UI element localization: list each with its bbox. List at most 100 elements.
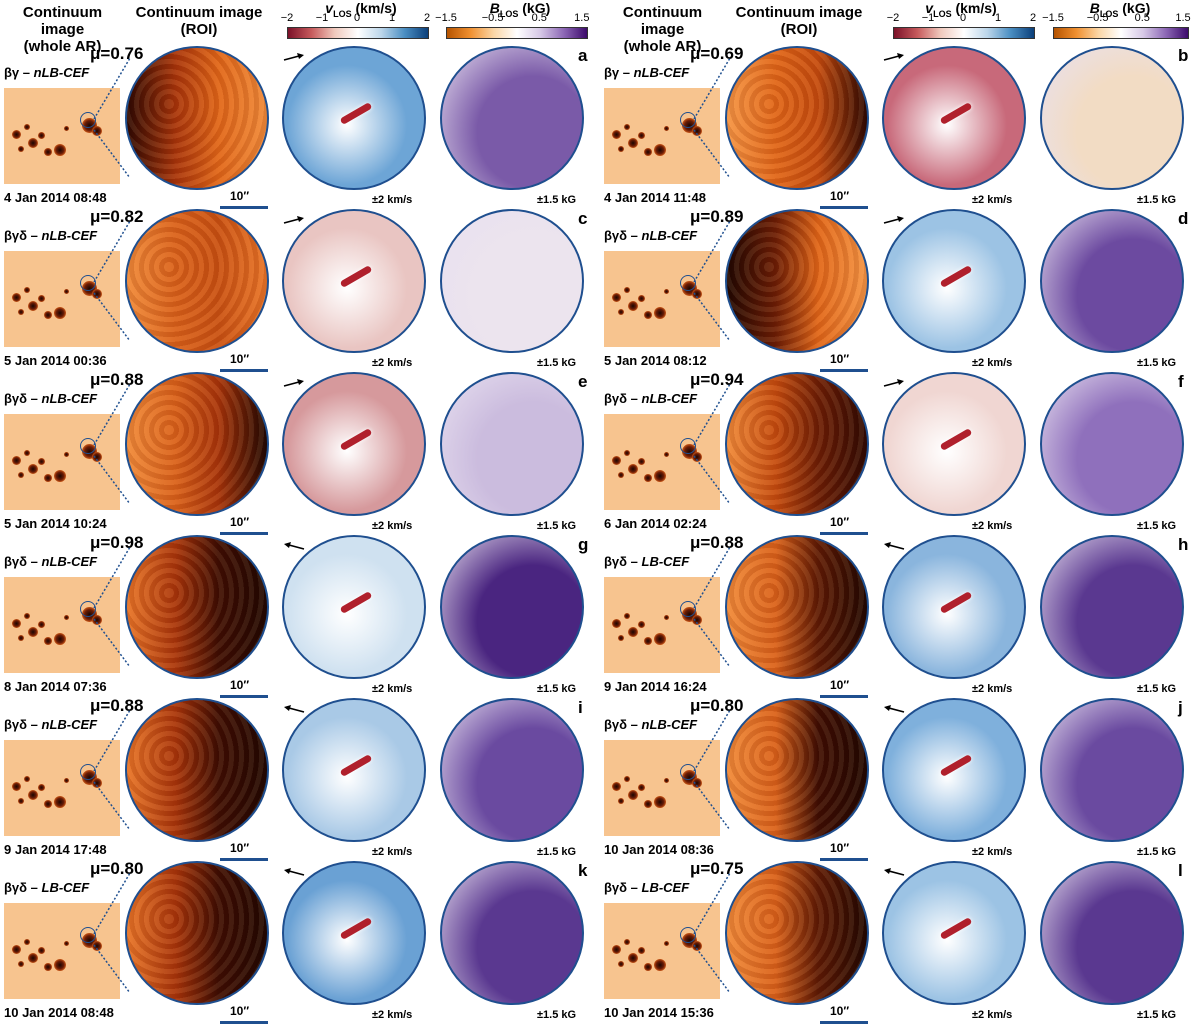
ar-class-type: nLB-CEF bbox=[41, 717, 98, 732]
scale-bar bbox=[220, 206, 268, 209]
sunspot bbox=[628, 301, 638, 311]
sunspot bbox=[664, 615, 669, 620]
ar-classification: βγδ – nLB-CEF bbox=[4, 717, 97, 732]
scale-bar-label: 10′′ bbox=[830, 189, 850, 203]
sunspot bbox=[654, 470, 666, 482]
sunspot bbox=[638, 458, 645, 465]
panel-a: μ=0.76 βγ – nLB-CEF 4 Jan 2014 08:48 10′′ ±2… bbox=[0, 44, 600, 210]
roi-marker bbox=[680, 764, 696, 780]
sunspot bbox=[28, 627, 38, 637]
sunspot bbox=[18, 146, 24, 152]
vlos-range-label: ±2 km/s bbox=[972, 1009, 1013, 1021]
vlos-range-label: ±2 km/s bbox=[972, 846, 1013, 858]
ar-class-prefix: βγδ – bbox=[4, 228, 42, 243]
granulation-texture bbox=[727, 863, 867, 1003]
blos-map bbox=[440, 209, 584, 353]
roi-marker bbox=[680, 275, 696, 291]
vlos-colorbar-right bbox=[893, 27, 1035, 39]
ar-class-prefix: βγδ – bbox=[604, 554, 642, 569]
granulation-texture bbox=[127, 374, 267, 514]
sunspot bbox=[92, 452, 102, 462]
sunspot bbox=[12, 619, 21, 628]
sunspot bbox=[624, 287, 630, 293]
blos-map bbox=[440, 535, 584, 679]
scale-bar bbox=[820, 206, 868, 209]
observation-date: 10 Jan 2014 15:36 bbox=[604, 1005, 714, 1020]
whole-ar-thumbnail bbox=[604, 577, 720, 673]
ar-class-prefix: βγδ – bbox=[4, 717, 42, 732]
roi-marker bbox=[680, 601, 696, 617]
header-whole-ar-left: Continuum image (whole AR) bbox=[22, 4, 103, 55]
sunspot bbox=[28, 138, 38, 148]
observation-date: 4 Jan 2014 08:48 bbox=[4, 190, 107, 205]
sunspot bbox=[628, 790, 638, 800]
blos-ticks-right: −1.5 −0.5 0.5 1.5 bbox=[1042, 12, 1191, 24]
direction-arrow-icon bbox=[284, 705, 305, 713]
sunspot bbox=[618, 635, 624, 641]
scale-bar-label: 10′′ bbox=[230, 1004, 250, 1018]
roi-marker bbox=[680, 112, 696, 128]
granulation-texture bbox=[127, 211, 267, 351]
direction-arrow-icon bbox=[883, 379, 904, 387]
whole-ar-thumbnail bbox=[4, 414, 120, 510]
roi-continuum-image bbox=[725, 372, 869, 516]
header-whole-ar-right: Continuum image (whole AR) bbox=[622, 4, 703, 55]
panel-i: μ=0.88 βγδ – nLB-CEF 9 Jan 2014 17:48 10′′ ±… bbox=[0, 696, 600, 862]
roi-continuum-image bbox=[125, 698, 269, 842]
sunspot bbox=[612, 782, 621, 791]
header-vlos-right: vLOS (km/s) bbox=[925, 0, 997, 19]
sunspot bbox=[618, 472, 624, 478]
ar-class-type: nLB-CEF bbox=[641, 717, 698, 732]
panel-letter: g bbox=[578, 535, 589, 554]
ar-class-type: LB-CEF bbox=[641, 880, 690, 895]
ar-class-type: nLB-CEF bbox=[633, 65, 690, 80]
scale-bar-label: 10′′ bbox=[230, 841, 250, 855]
granulation-texture bbox=[127, 537, 267, 677]
sunspot bbox=[54, 796, 66, 808]
sunspot bbox=[12, 782, 21, 791]
panel-letter: e bbox=[578, 372, 588, 391]
ar-class-type: nLB-CEF bbox=[33, 65, 90, 80]
ar-classification: βγδ – nLB-CEF bbox=[604, 717, 697, 732]
ar-class-type: LB-CEF bbox=[641, 554, 690, 569]
observation-date: 9 Jan 2014 16:24 bbox=[604, 679, 707, 694]
blos-range-label: ±1.5 kG bbox=[1137, 520, 1177, 532]
sunspot bbox=[664, 452, 669, 457]
observation-date: 10 Jan 2014 08:36 bbox=[604, 842, 714, 857]
sunspot bbox=[44, 474, 52, 482]
ar-class-prefix: βγδ – bbox=[4, 391, 42, 406]
scale-bar bbox=[220, 1021, 268, 1024]
sunspot bbox=[612, 456, 621, 465]
direction-arrow-icon bbox=[883, 216, 904, 224]
redshift-streak bbox=[939, 916, 973, 941]
direction-arrow-icon bbox=[283, 216, 304, 224]
sunspot bbox=[24, 287, 30, 293]
observation-date: 5 Jan 2014 10:24 bbox=[4, 516, 107, 531]
sunspot bbox=[54, 144, 66, 156]
roi-continuum-image bbox=[125, 372, 269, 516]
sunspot bbox=[28, 301, 38, 311]
blos-map bbox=[1040, 861, 1184, 1005]
sunspot bbox=[612, 130, 621, 139]
vlos-map bbox=[882, 372, 1026, 516]
sunspot bbox=[638, 621, 645, 628]
ar-class-prefix: βγ – bbox=[604, 65, 634, 80]
blos-range-label: ±1.5 kG bbox=[537, 357, 577, 369]
blos-range-label: ±1.5 kG bbox=[537, 194, 577, 206]
roi-continuum-image bbox=[725, 46, 869, 190]
sunspot bbox=[38, 458, 45, 465]
blos-range-label: ±1.5 kG bbox=[1137, 357, 1177, 369]
sunspot bbox=[64, 452, 69, 457]
vlos-range-label: ±2 km/s bbox=[372, 520, 413, 532]
sunspot bbox=[64, 941, 69, 946]
sunspot bbox=[24, 776, 30, 782]
ar-class-type: LB-CEF bbox=[41, 880, 90, 895]
sunspot bbox=[692, 289, 702, 299]
header-blos-right: BLOS (kG) bbox=[1089, 0, 1151, 19]
vlos-range-label: ±2 km/s bbox=[372, 1009, 413, 1021]
panel-f: μ=0.94 βγδ – nLB-CEF 6 Jan 2014 02:24 10′′ ±… bbox=[600, 370, 1200, 536]
scale-bar-label: 10′′ bbox=[230, 515, 250, 529]
sunspot bbox=[44, 963, 52, 971]
blos-map bbox=[440, 698, 584, 842]
sunspot bbox=[18, 798, 24, 804]
